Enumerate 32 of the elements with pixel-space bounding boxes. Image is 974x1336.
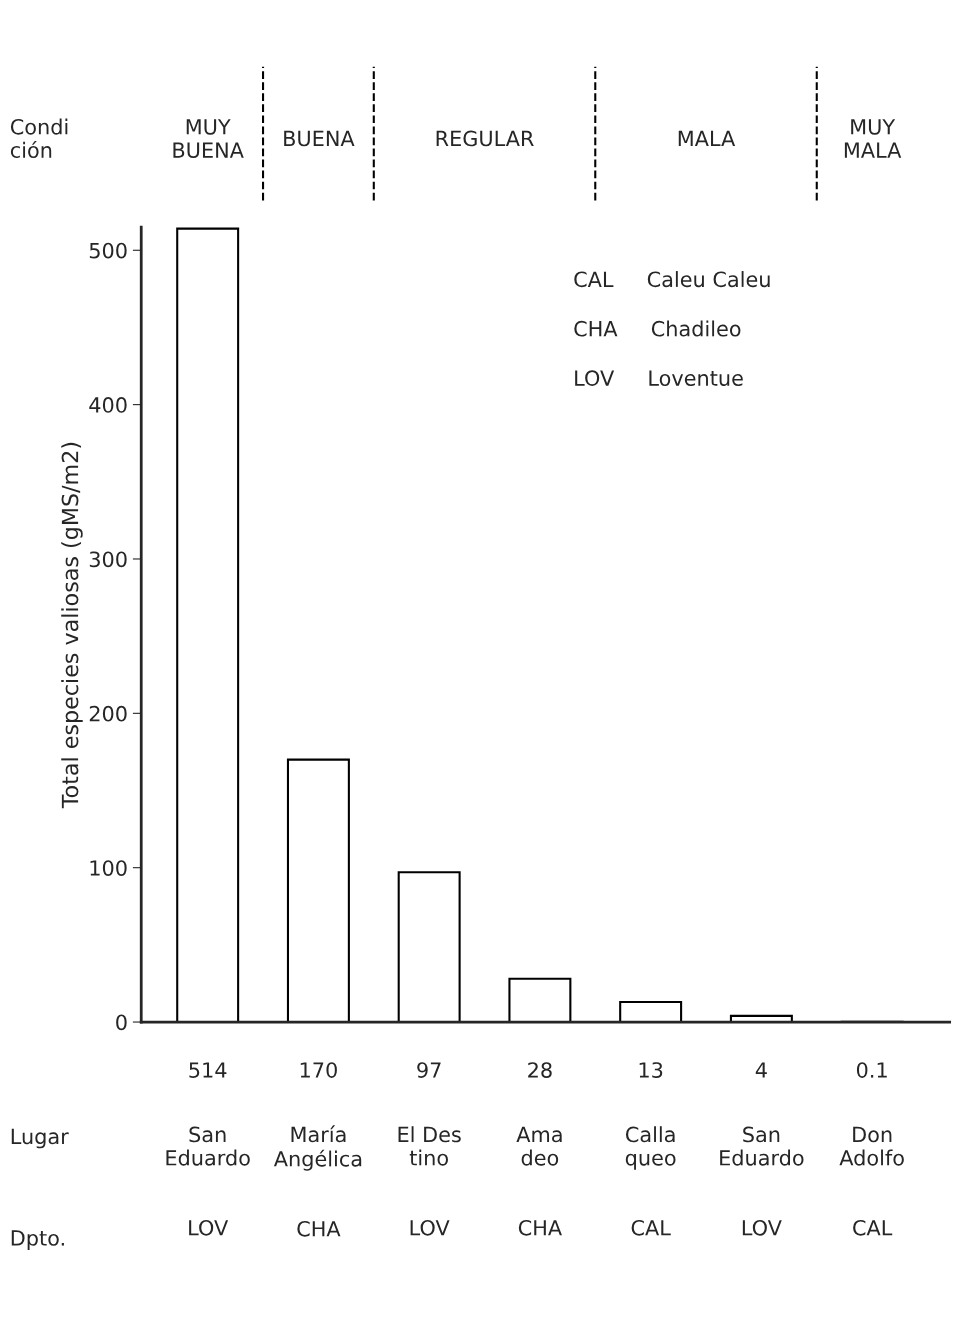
text: BUENA (284, 130, 355, 147)
text: Condi ción (10, 118, 68, 158)
y-tick-label: 0 (116, 1014, 127, 1031)
category-label: Ama deo CHA (516, 1126, 562, 1236)
y-tick-label: 400 (89, 397, 127, 413)
category-label: El Des tino LOV (398, 1126, 461, 1236)
text: Lugar (11, 1128, 69, 1149)
data-label: 4 (755, 1062, 767, 1078)
category-label: San Eduardo LOV (720, 1126, 804, 1236)
data-label: 28 (528, 1062, 552, 1078)
data-label: 170 (300, 1062, 337, 1078)
y-axis-title: Total especies valiosas (gMS/m2) (61, 442, 83, 809)
category-label: Don Adolfo CAL (839, 1126, 904, 1236)
text: MALA (678, 130, 736, 147)
text: REGULAR (436, 130, 534, 147)
text: MUY BUENA (173, 119, 244, 158)
data-label: 0.1 (856, 1062, 887, 1078)
annotation: LOV Loventue (575, 370, 743, 386)
category-label: Calla queo CAL (625, 1126, 676, 1236)
category-label: San Eduardo LOV (166, 1126, 250, 1236)
data-label: 13 (639, 1062, 663, 1078)
category-label: María Angélica CHA (273, 1125, 362, 1237)
y-tick-label: 100 (90, 860, 127, 876)
y-tick-label: 200 (89, 705, 127, 722)
y-tick-label: 500 (89, 242, 127, 259)
annotation: CHA Chadileo (574, 320, 741, 337)
y-tick-label: 300 (89, 551, 127, 568)
data-label: 97 (417, 1062, 441, 1078)
annotation: CAL Caleu Caleu (574, 271, 770, 288)
data-label: 514 (189, 1062, 227, 1078)
text: MUY MALA (844, 119, 902, 158)
text: Dpto. (11, 1230, 64, 1250)
